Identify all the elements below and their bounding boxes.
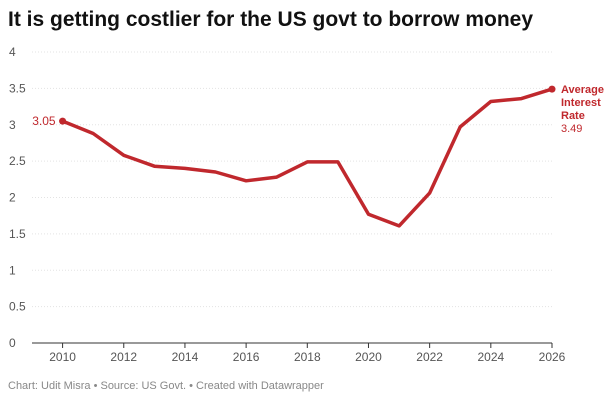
y-tick-label: 2.5	[9, 154, 26, 168]
x-tick-label: 2020	[355, 350, 382, 364]
x-axis-ticks: 2010 2012 2014 2016 2018 2020 2022 2024 2026	[49, 343, 566, 364]
x-tick-label: 2014	[172, 350, 199, 364]
line-chart: 00.511.522.533.54 2010 2012 2014 2016 2018 20…	[9, 45, 604, 364]
grid-lines	[32, 51, 552, 344]
chart-title: It is getting costlier for the US govt t…	[8, 8, 534, 31]
series-name-label: Rate	[561, 110, 585, 122]
start-value-label: 3.05	[32, 114, 56, 128]
y-tick-label: 1	[9, 263, 16, 277]
series-layer	[59, 85, 556, 228]
x-tick-label: 2016	[233, 350, 260, 364]
chart-footer: Chart: Udit Misra • Source: US Govt. • C…	[8, 380, 324, 392]
x-tick-label: 2018	[294, 350, 321, 364]
x-tick-label: 2024	[477, 350, 504, 364]
series-line	[60, 87, 554, 228]
y-tick-label: 1.5	[9, 227, 26, 241]
y-tick-label: 3.5	[9, 81, 26, 95]
y-tick-label: 3	[9, 118, 16, 132]
x-tick-label: 2026	[539, 350, 566, 364]
series-name-label: Interest	[561, 97, 601, 109]
x-tick-label: 2012	[110, 350, 137, 364]
y-tick-label: 2	[9, 191, 16, 205]
y-tick-label: 0	[9, 336, 16, 350]
y-tick-label: 4	[9, 45, 16, 59]
y-axis-ticks: 0 0.5 1 1.5 2 2.5 3 3.5 4	[9, 45, 26, 350]
x-tick-label: 2022	[416, 350, 443, 364]
end-value-label: 3.49	[561, 123, 582, 135]
end-point	[548, 85, 556, 93]
start-point	[59, 117, 67, 125]
series-name-label: Average	[561, 84, 604, 96]
y-tick-label: 0.5	[9, 300, 26, 314]
x-tick-label: 2010	[49, 350, 76, 364]
